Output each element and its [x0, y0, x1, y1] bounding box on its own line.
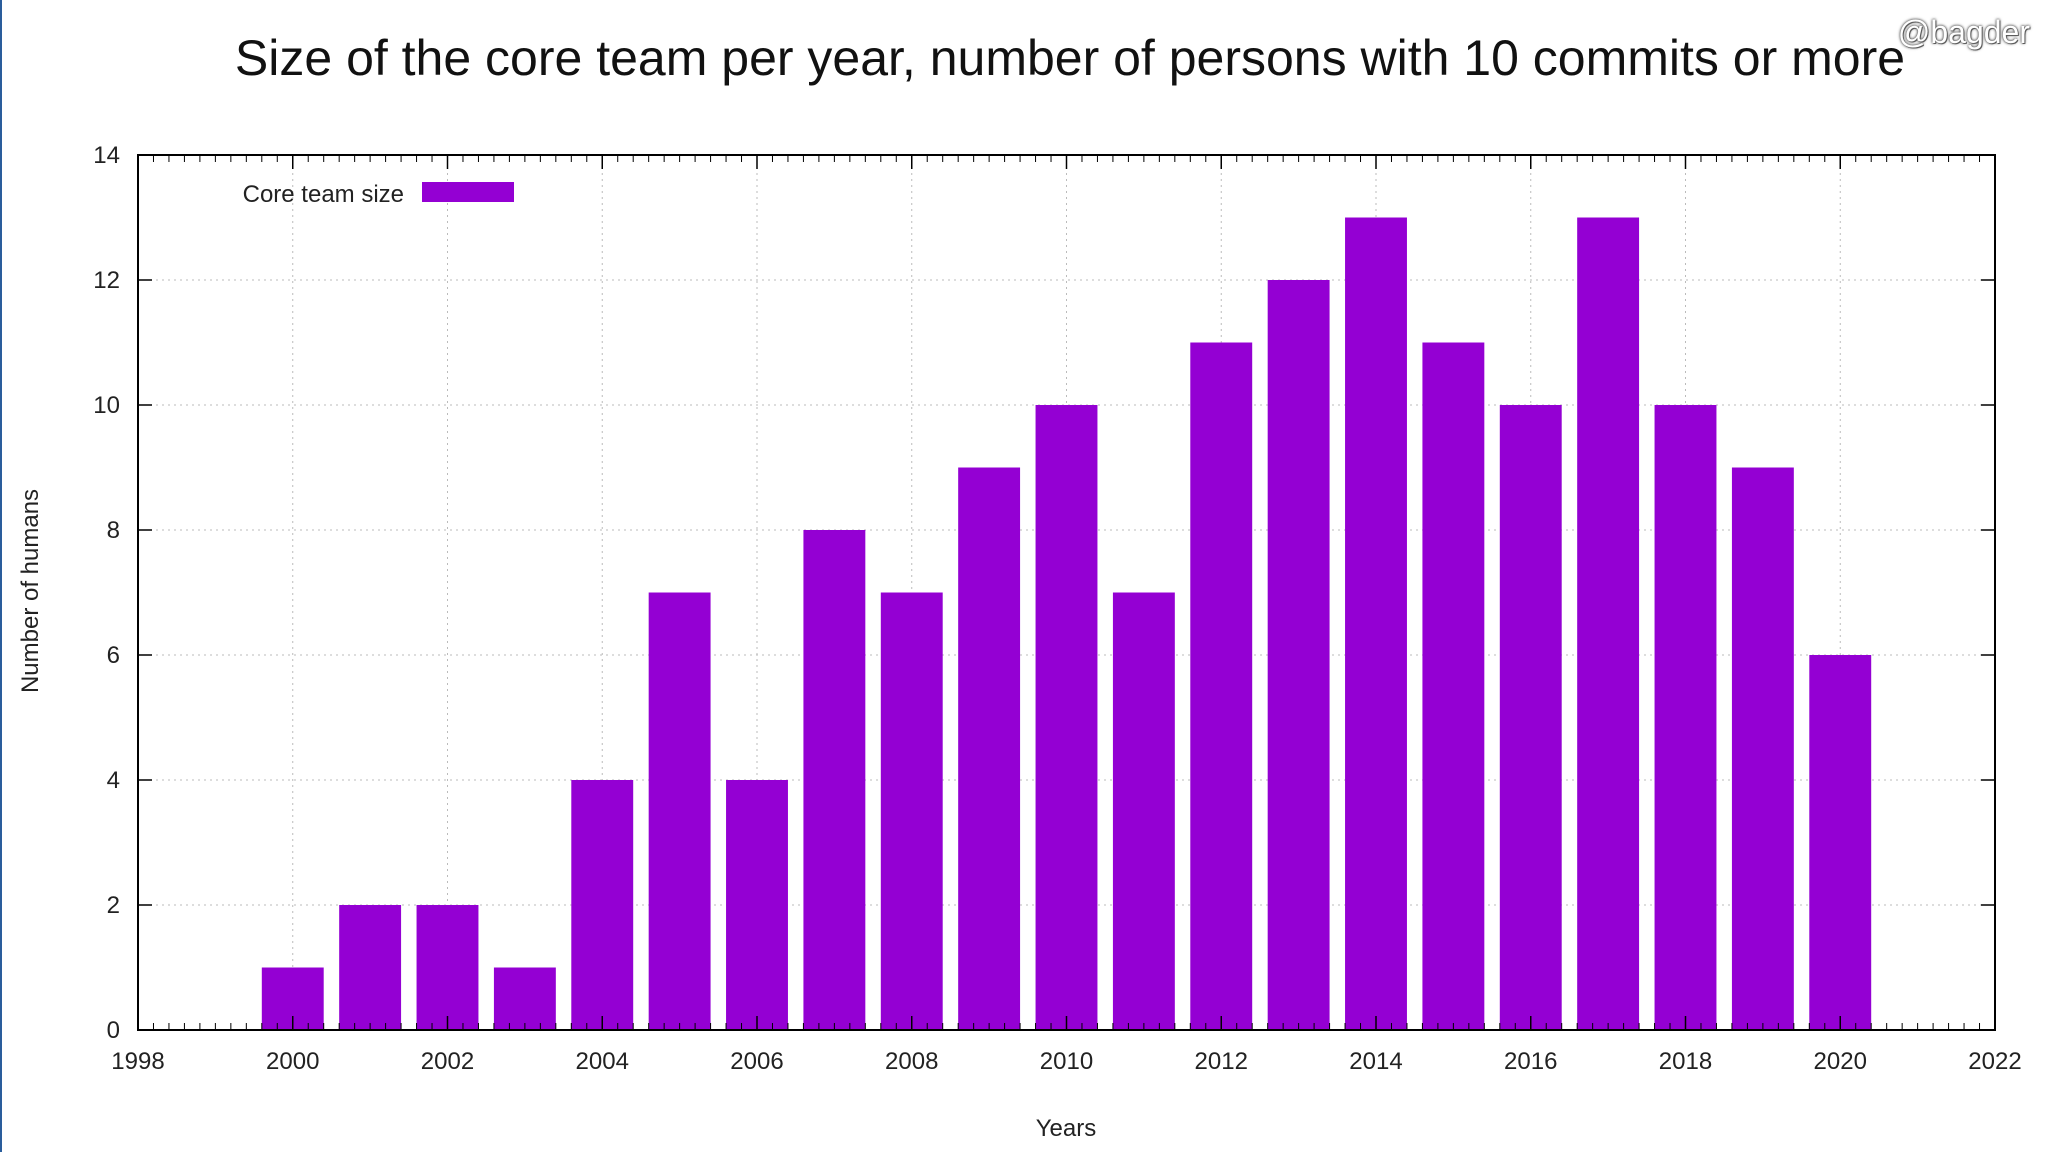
bar-2008: [880, 592, 943, 1030]
x-tick-label: 2016: [1504, 1048, 1557, 1075]
bar-2011: [1112, 592, 1175, 1030]
legend-label: Core team size: [243, 181, 404, 208]
bar-2017: [1577, 217, 1640, 1030]
y-tick-label: 6: [107, 642, 120, 669]
x-tick-label: 2010: [1040, 1048, 1093, 1075]
x-tick-label: 2000: [266, 1048, 319, 1075]
bar-2001: [339, 905, 402, 1030]
x-tick-label: 2018: [1659, 1048, 1712, 1075]
bar-2004: [571, 780, 634, 1030]
bar-2014: [1345, 217, 1407, 1030]
bar-2016: [1499, 405, 1562, 1030]
y-axis-label: Number of humans: [17, 489, 44, 693]
bar-2006: [726, 780, 788, 1030]
bar-2010: [1035, 405, 1098, 1030]
bar-2019: [1731, 467, 1794, 1030]
bar-2005: [648, 592, 711, 1030]
chart-title: Size of the core team per year, number o…: [235, 30, 1905, 86]
bar-2003: [493, 967, 556, 1030]
legend-swatch: [422, 182, 514, 202]
x-axis-label: Years: [1036, 1115, 1097, 1142]
left-edge-rule: [0, 0, 2, 1152]
x-tick-label: 2012: [1195, 1048, 1248, 1075]
y-tick-label: 2: [107, 892, 120, 919]
legend: Core team size: [243, 181, 514, 208]
bar-2007: [803, 530, 866, 1030]
y-tick-label: 0: [107, 1017, 120, 1044]
y-tick-label: 12: [93, 267, 120, 294]
y-tick-label: 14: [93, 142, 120, 169]
bar-2013: [1267, 280, 1330, 1030]
x-tick-label: 2002: [421, 1048, 474, 1075]
grid-lines: [138, 155, 1995, 1030]
watermark: @bagder: [1897, 14, 2030, 50]
bar-series: [261, 217, 1872, 1030]
y-tick-label: 8: [107, 517, 120, 544]
x-tick-label: 1998: [111, 1048, 164, 1075]
x-tick-label: 2006: [730, 1048, 783, 1075]
bar-2009: [958, 467, 1021, 1030]
x-tick-label: 2022: [1968, 1048, 2021, 1075]
y-tick-label: 10: [93, 392, 120, 419]
y-tick-label: 4: [107, 767, 120, 794]
y-tick-labels: 0 2 4 6 8 10 12 14: [93, 142, 120, 1044]
bar-2002: [416, 905, 479, 1030]
x-tick-label: 2008: [885, 1048, 938, 1075]
axis-ticks: [137, 154, 1996, 1031]
x-tick-label: 2020: [1814, 1048, 1867, 1075]
bar-2020: [1809, 655, 1872, 1030]
bar-2012: [1190, 342, 1253, 1030]
bar-2015: [1422, 342, 1485, 1030]
bar-2018: [1654, 405, 1717, 1030]
x-tick-label: 2004: [576, 1048, 629, 1075]
x-tick-labels: 1998 2000 2002 2004 2006 2008 2010 2012 2014 2016…: [111, 1048, 2021, 1075]
x-tick-label: 2014: [1349, 1048, 1402, 1075]
